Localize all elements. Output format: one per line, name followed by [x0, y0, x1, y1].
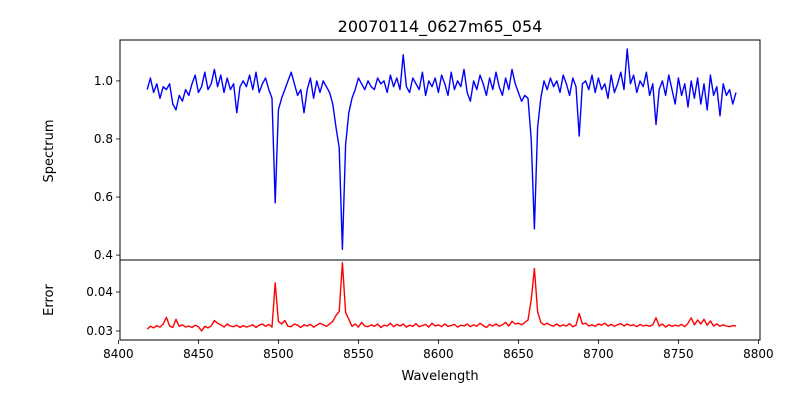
x-tick-label: 8450: [183, 347, 214, 361]
x-tick-label: 8600: [423, 347, 454, 361]
x-tick-label: 8700: [583, 347, 614, 361]
x-tick-label: 8550: [343, 347, 374, 361]
y-tick-label: 0.8: [94, 132, 113, 146]
x-tick-label: 8800: [743, 347, 774, 361]
y-tick-label: 0.03: [86, 324, 113, 338]
error-axes-frame: [119, 259, 761, 341]
x-tick-label: 8750: [663, 347, 694, 361]
x-tick-label: 8650: [503, 347, 534, 361]
y-axis-label-error: Error: [42, 284, 57, 316]
x-tick-label: 8400: [103, 347, 134, 361]
y-tick-label: 0.04: [86, 285, 113, 299]
spectrum-series-line: [146, 48, 737, 251]
chart-title: 20070114_0627m65_054: [338, 17, 543, 37]
y-tick-label: 0.6: [94, 190, 113, 204]
x-tick-label: 8500: [263, 347, 294, 361]
x-axis-label: Wavelength: [401, 369, 478, 384]
spectrum-axes-frame: [119, 39, 761, 261]
y-tick-label: 0.4: [94, 248, 113, 262]
y-axis-label-spectrum: Spectrum: [42, 120, 57, 183]
error-series-line: [146, 262, 737, 332]
y-tick-label: 1.0: [94, 74, 113, 88]
